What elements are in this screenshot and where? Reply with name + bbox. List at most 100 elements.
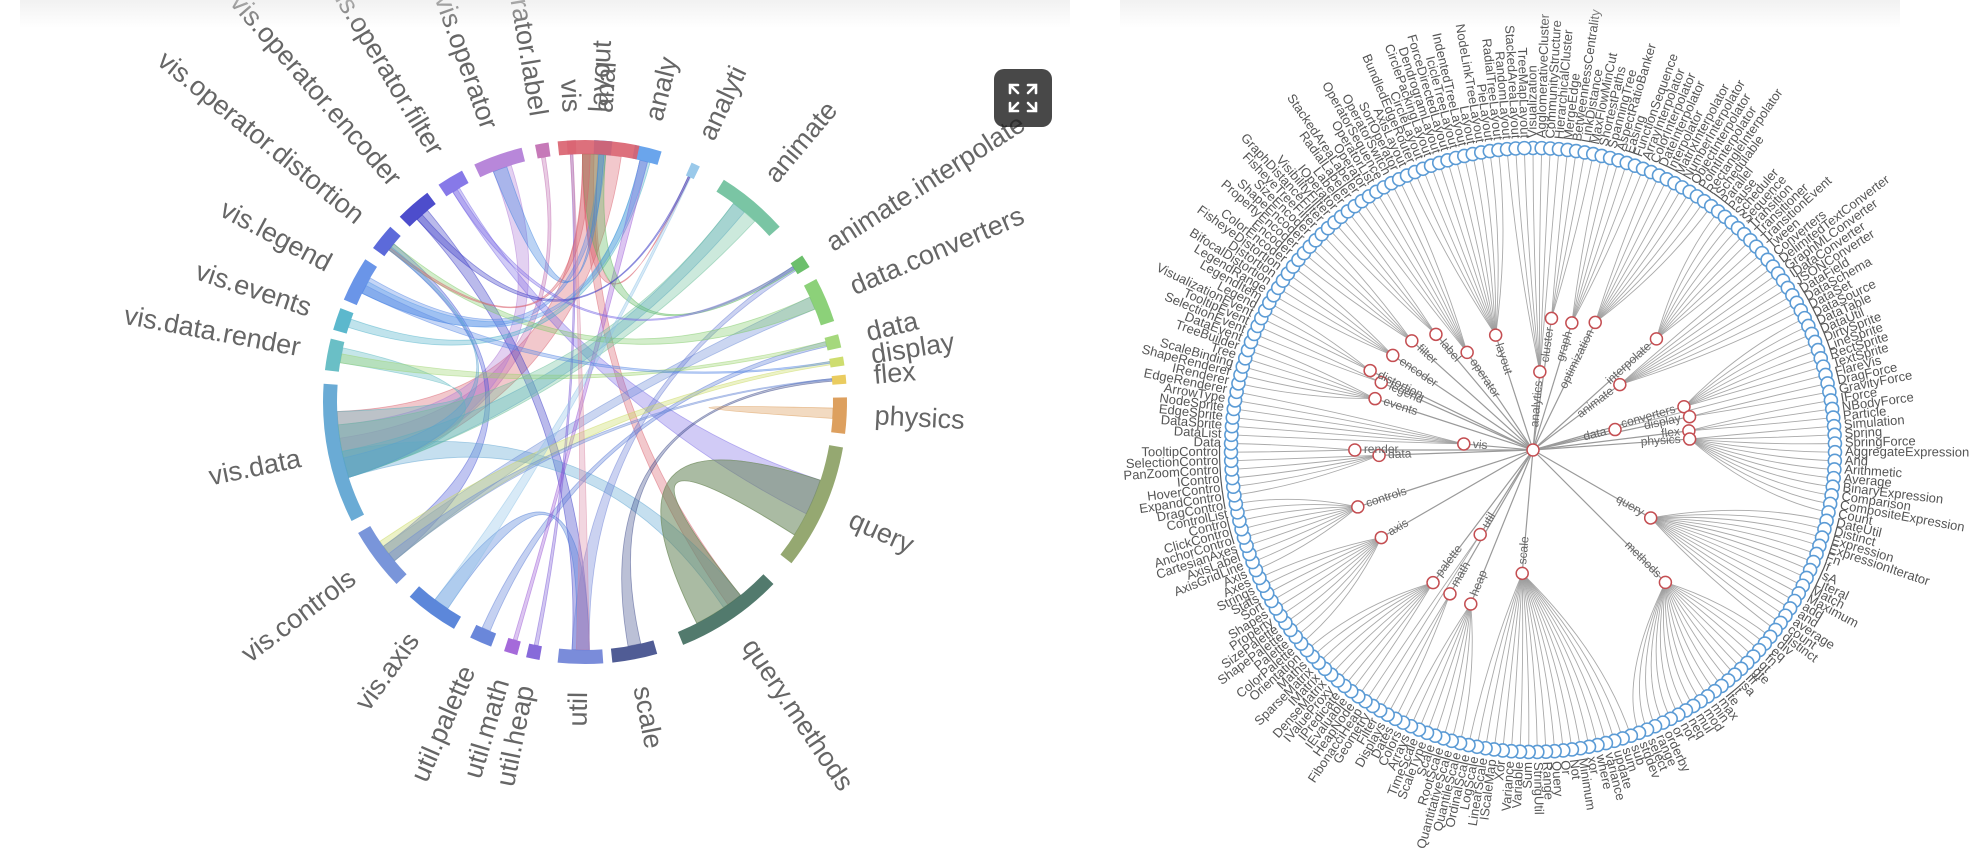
tree-link: [1231, 454, 1380, 462]
tree-inner-node: [1643, 511, 1658, 525]
tree-inner-label: methods: [1622, 538, 1664, 580]
expand-button[interactable]: [994, 69, 1052, 127]
tree-link: [1594, 205, 1712, 323]
chord-group-arc: [526, 643, 542, 661]
chord-group-arc: [474, 147, 526, 178]
tree-inner-label: render: [1364, 442, 1399, 456]
tree-link: [1655, 582, 1672, 719]
chord-group-label: layout: [583, 39, 617, 113]
tree-link: [1523, 148, 1541, 372]
tree-link: [1532, 371, 1541, 451]
tree-link: [1365, 534, 1481, 702]
tree-link: [1430, 165, 1497, 336]
tree-link: [1619, 287, 1789, 385]
tree-link: [1495, 149, 1504, 336]
tree-root-node: [1526, 443, 1540, 457]
tree-link: [1394, 593, 1451, 719]
tree-link: [1449, 449, 1534, 595]
tree-link: [1269, 302, 1371, 371]
tree-link: [1263, 537, 1382, 587]
tree-link: [1361, 200, 1468, 353]
tree-link: [1466, 352, 1534, 451]
tree-link: [1368, 196, 1468, 353]
tree-inner-node: [1426, 575, 1440, 590]
tree-leaf-label: Arithmetic: [1844, 462, 1903, 481]
tree-leaf-label: Simulation: [1843, 412, 1905, 432]
chord-group-arc: [632, 144, 662, 165]
tree-link: [1374, 398, 1534, 451]
tree-link: [1282, 280, 1394, 356]
tree-link: [1664, 582, 1701, 702]
tree-link: [1665, 581, 1771, 638]
tree-leaf-label: Sum: [1520, 762, 1535, 789]
chord-group-arc: [438, 170, 469, 197]
tree-link: [1594, 171, 1652, 323]
tree-link: [1231, 454, 1380, 470]
tree-inner-node: [1460, 345, 1474, 360]
tree-link: [1688, 408, 1833, 432]
tree-link: [1650, 517, 1811, 571]
tree-leaf-label: Variance: [1498, 761, 1517, 812]
tree-link: [1656, 233, 1745, 340]
tree-leaf-label: xor: [1585, 755, 1603, 776]
tree-link: [1451, 603, 1472, 741]
chord-group-arc: [685, 162, 700, 180]
tree-link: [1376, 191, 1468, 353]
tree-link: [1571, 160, 1619, 324]
tree-link: [1689, 438, 1831, 505]
chord-group-label: util: [562, 692, 593, 727]
tree-inner-label: animate: [1574, 384, 1617, 421]
chord-group-label: query.methods: [736, 633, 860, 796]
tree-link: [1663, 582, 1687, 711]
tree-link: [1665, 582, 1748, 664]
tree-link: [1241, 506, 1358, 530]
chord-group-arc: [780, 445, 844, 564]
tree-link: [1664, 582, 1729, 681]
tree-link: [1619, 294, 1793, 385]
chord-group-label: vis.operator.label: [491, 0, 554, 118]
tree-link: [1519, 573, 1524, 752]
tree-inner-node: [1533, 365, 1547, 379]
tree-inner-label: physics: [1640, 432, 1681, 449]
tree-link: [1235, 399, 1464, 445]
tree-link: [1571, 168, 1644, 324]
tree-link: [1442, 603, 1472, 739]
chord-group-arc: [716, 179, 780, 237]
tree-link: [1510, 573, 1523, 752]
tree-link: [1619, 302, 1797, 385]
tree-leaf-label: CommunityStructure: [1542, 20, 1564, 139]
tree-link: [1468, 573, 1523, 746]
chord-group-arc: [333, 308, 354, 334]
tree-link: [1594, 196, 1698, 323]
chord-group-label: animate: [758, 95, 843, 188]
tree-leaf-node: [1517, 140, 1532, 156]
tree-link: [1381, 381, 1534, 451]
tree-leaf-label: IForce: [1839, 384, 1878, 405]
tree-link: [1249, 506, 1359, 555]
chord-group-arc: [358, 526, 407, 585]
tree-link: [1265, 309, 1371, 371]
tree-inner-node: [1649, 332, 1664, 346]
tree-link: [1347, 211, 1437, 335]
tree-link: [1650, 517, 1776, 631]
tree-link: [1689, 438, 1835, 462]
tree-link: [1240, 374, 1376, 400]
tree-leaf-label: Range: [1540, 761, 1557, 800]
tree-link: [1664, 582, 1709, 697]
tree-link: [1665, 582, 1760, 651]
tree-link: [1459, 603, 1473, 744]
tree-leaf-label: Spring: [1844, 424, 1882, 441]
tree-link: [1532, 147, 1541, 372]
tree-link: [1479, 449, 1534, 535]
tree-link: [1267, 537, 1382, 594]
tree-link: [1410, 603, 1472, 727]
chord-diagram: vis anal analy analyti animateanimate.interp…: [122, 0, 1030, 796]
tree-link: [1571, 165, 1636, 324]
tree-link: [1689, 438, 1832, 496]
tree-link: [1656, 246, 1757, 340]
tree-link: [1521, 573, 1538, 752]
chord-group-label: vis.legend: [215, 194, 336, 278]
tree-link: [1650, 582, 1666, 723]
tree-link: [1392, 354, 1534, 451]
tree-link: [1387, 593, 1451, 715]
